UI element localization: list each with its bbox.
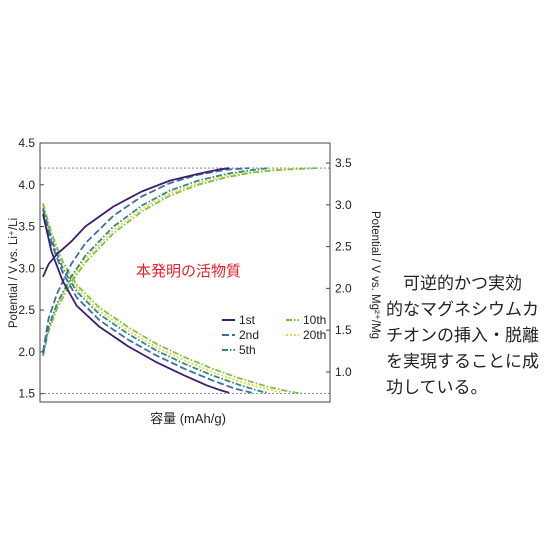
legend-label-2nd: 2nd	[239, 328, 259, 342]
legend-label-10th: 10th	[303, 313, 326, 327]
active-material-annotation: 本発明の活物質	[136, 262, 241, 280]
y-tick-label-left: 4.5	[18, 136, 35, 150]
series-curves	[42, 167, 317, 395]
series-2nd-charge-curve	[42, 167, 249, 353]
left-axis-ticks: 1.5 2.0 2.5 3.0 3.5 4.0 4.5	[18, 136, 44, 401]
x-axis-title: 容量 (mAh/g)	[150, 411, 226, 426]
series-5th-discharge-curve	[42, 207, 269, 394]
caption-line: 功している。	[386, 378, 488, 398]
series-2nd-discharge-curve	[42, 209, 252, 394]
legend-label-5th: 5th	[239, 343, 256, 357]
y-tick-label-left: 2.0	[18, 345, 35, 359]
caption-line: を実現することに成	[386, 352, 539, 372]
legend-label-20th: 20th	[303, 328, 326, 342]
y-axis-title-right: Potential / V vs. Mg²⁺/Mg	[369, 211, 381, 339]
y-tick-label-left: 1.5	[18, 387, 35, 401]
y-tick-label-left: 2.5	[18, 303, 35, 317]
series-10th-charge-curve	[42, 167, 317, 357]
y-tick-label-right: 2.5	[335, 240, 352, 254]
plot-frame	[39, 142, 331, 403]
series-5th-charge-curve	[42, 167, 269, 355]
y-tick-label-left: 3.5	[18, 220, 35, 234]
right-axis-ticks: 1.0 1.5 2.0 2.5 3.0 3.5	[326, 156, 352, 379]
y-tick-label-right: 1.5	[335, 323, 352, 337]
y-tick-label-right: 3.5	[335, 156, 352, 170]
series-1st-discharge-curve	[42, 213, 230, 394]
y-tick-label-right: 2.0	[335, 281, 352, 295]
y-axis-title-left: Potential / V vs. Li⁺/Li	[8, 218, 20, 328]
y-tick-label-right: 3.0	[335, 198, 352, 212]
series-20th-discharge-curve	[42, 205, 283, 394]
series-10th-discharge-curve	[42, 202, 303, 395]
caption-line: 的なマグネシウムカ	[386, 300, 539, 320]
caption-text: 可逆的かつ実効 的なマグネシウムカ チオンの挿入・脱離 を実現することに成 功している。	[386, 271, 556, 401]
caption-line: 可逆的かつ実効	[386, 274, 522, 294]
y-tick-label-right: 1.0	[335, 365, 352, 379]
y-tick-label-left: 3.0	[18, 261, 35, 275]
y-tick-label-left: 4.0	[18, 178, 35, 192]
legend-label-1st: 1st	[239, 313, 256, 327]
caption-line: チオンの挿入・脱離	[386, 326, 539, 346]
grid-lines	[40, 167, 330, 395]
